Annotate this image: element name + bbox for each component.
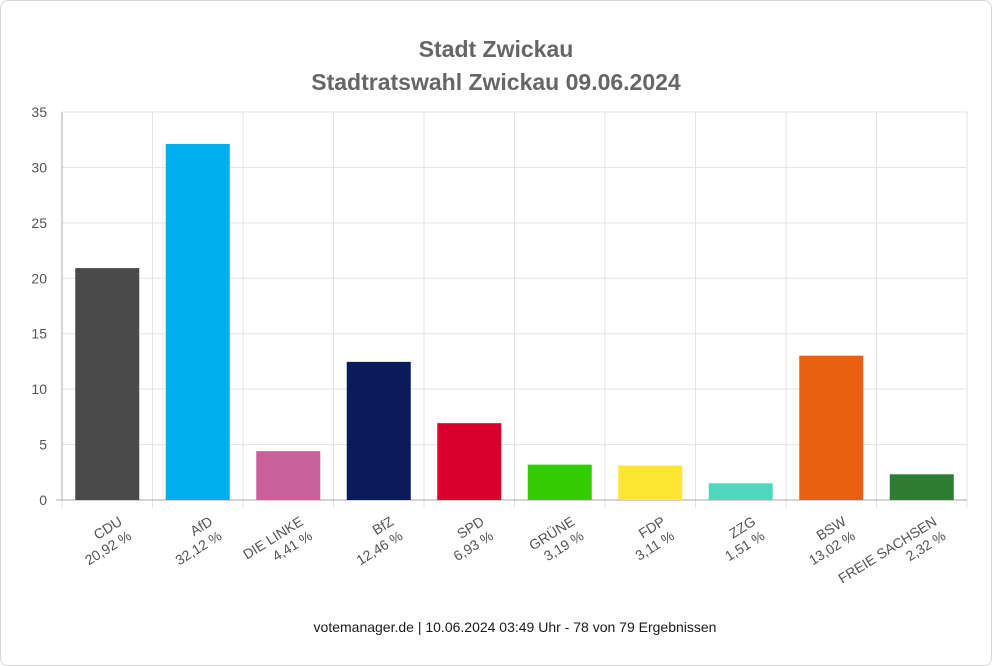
bar bbox=[799, 355, 864, 500]
x-tick-label: BSW13,02 % bbox=[797, 513, 859, 569]
x-tick-label: DIE LINKE4,41 % bbox=[240, 513, 315, 577]
y-tick-label: 30 bbox=[31, 159, 47, 175]
bar bbox=[75, 268, 140, 500]
x-tick-label: ZZG1,51 % bbox=[713, 513, 767, 564]
y-tick-label: 25 bbox=[31, 215, 47, 231]
chart-footer: votemanager.de | 10.06.2024 03:49 Uhr - … bbox=[313, 619, 717, 635]
chart-subtitle: Stadtratswahl Zwickau 09.06.2024 bbox=[311, 69, 681, 95]
y-tick-label: 5 bbox=[39, 437, 47, 453]
bar bbox=[165, 143, 230, 500]
bar bbox=[527, 464, 592, 500]
bar bbox=[889, 474, 954, 500]
chart-title: Stadt Zwickau bbox=[418, 36, 574, 62]
bar bbox=[618, 465, 683, 500]
bar bbox=[437, 423, 502, 500]
y-tick-label: 20 bbox=[31, 270, 47, 286]
x-tick-label: FREIE SACHSEN2,32 % bbox=[835, 513, 948, 601]
x-tick-label: SPD6,93 % bbox=[441, 513, 495, 564]
y-tick-label: 15 bbox=[31, 326, 47, 342]
y-tick-label: 10 bbox=[31, 381, 47, 397]
y-tick-label: 35 bbox=[31, 104, 47, 120]
bar bbox=[708, 483, 773, 500]
x-tick-label: AfD32,12 % bbox=[163, 513, 224, 568]
x-tick-label: GRÜNE3,19 % bbox=[525, 512, 586, 568]
x-tick-label: BfZ12,46 % bbox=[344, 513, 405, 568]
bar bbox=[346, 361, 411, 500]
x-tick-label: FDP3,11 % bbox=[623, 513, 677, 564]
y-tick-label: 0 bbox=[39, 492, 47, 508]
x-tick-label: CDU20,92 % bbox=[73, 513, 134, 568]
bar bbox=[256, 451, 321, 500]
